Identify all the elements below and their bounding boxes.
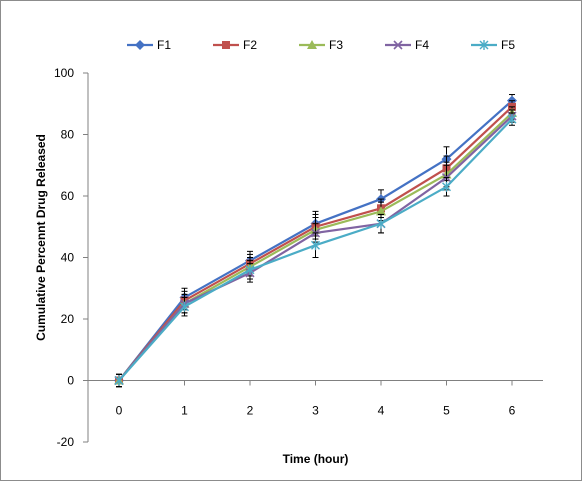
x-tick-label: 6 [509, 404, 516, 418]
x-tick-label: 4 [378, 404, 385, 418]
legend-item-f1: F1 [127, 38, 171, 52]
legend-item-f5: F5 [471, 38, 515, 52]
y-tick-label: 60 [61, 189, 75, 203]
legend-label: F4 [415, 38, 429, 52]
data-point [507, 114, 517, 125]
legend-label: F3 [329, 38, 343, 52]
x-tick-label: 2 [247, 404, 254, 418]
data-point [245, 264, 255, 275]
x-tick-label: 5 [443, 404, 450, 418]
y-tick-label: 0 [67, 374, 74, 388]
data-point [376, 206, 386, 216]
x-axis-title: Time (hour) [283, 452, 349, 466]
y-tick-label: 80 [61, 128, 75, 142]
data-point [442, 181, 451, 192]
y-tick-label: 100 [54, 66, 74, 80]
legend: F1 F2 F3 F4 F5 [127, 38, 515, 52]
data-point [311, 240, 320, 251]
legend-marker [479, 40, 489, 50]
legend-marker [222, 41, 230, 49]
legend-label: F5 [501, 38, 515, 52]
series-f5 [114, 112, 517, 388]
legend-marker [307, 40, 317, 49]
y-axis-title: Cumulative Percennt Drug Released [34, 134, 48, 341]
legend-marker [393, 40, 403, 50]
legend-item-f2: F2 [213, 38, 257, 52]
legend-item-f3: F3 [299, 38, 343, 52]
data-point [376, 218, 386, 229]
y-axis-ticks: -20 0 20 40 60 80 100 [54, 66, 88, 449]
data-point [180, 301, 189, 312]
y-tick-label: -20 [57, 435, 75, 449]
y-tick-label: 40 [61, 251, 75, 265]
legend-marker [135, 40, 145, 50]
legend-label: F2 [243, 38, 257, 52]
data-point [114, 375, 124, 386]
legend-label: F1 [157, 38, 171, 52]
x-tick-label: 3 [312, 404, 319, 418]
y-tick-label: 20 [61, 312, 75, 326]
x-tick-label: 0 [116, 404, 123, 418]
legend-item-f4: F4 [385, 38, 429, 52]
series-layer [114, 94, 517, 388]
x-tick-label: 1 [181, 404, 188, 418]
x-axis-ticks: 0 1 2 3 4 5 6 [116, 380, 516, 418]
